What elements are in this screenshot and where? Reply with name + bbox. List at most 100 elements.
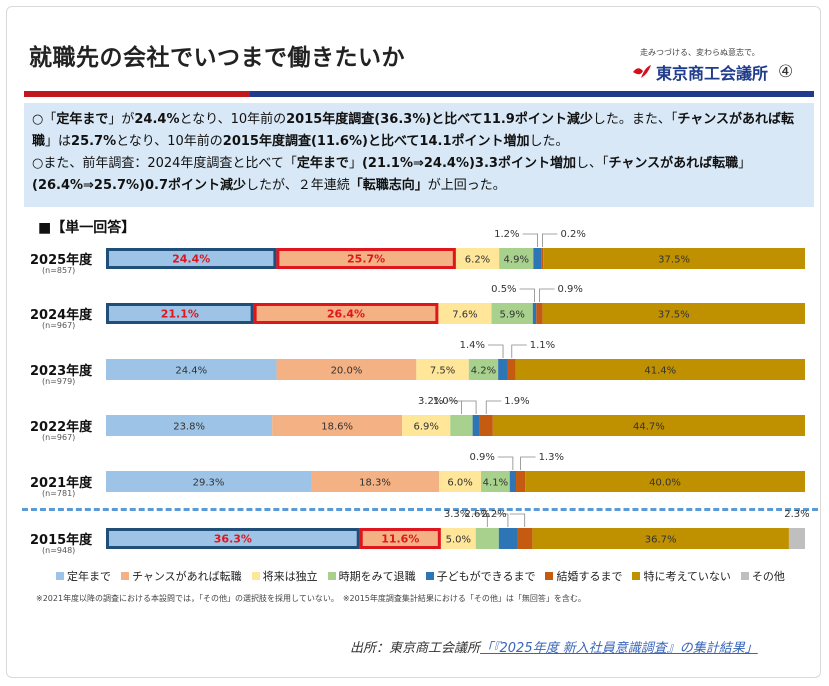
bar-segment [450, 415, 473, 436]
bar-segment [517, 528, 533, 549]
legend-label: 定年まで [67, 570, 111, 583]
legend-item: 定年まで [56, 568, 111, 584]
bar-segment [276, 359, 417, 380]
chart-legend: 定年まで チャンスがあれば転職 将来は独立 時期をみて退職 子どもができるまで 結婚するま… [56, 568, 785, 584]
sample-size-label: (n=781) [42, 489, 76, 498]
callout-leader [485, 400, 502, 414]
callout-label: 0.5% [491, 284, 516, 295]
summary-run: 」 [348, 156, 362, 171]
category-label: 2025年度 [30, 253, 93, 268]
summary-box: ○「定年まで 」が24.4% となり、10年前の 2015年度調査(36.3%)と比べ… [24, 103, 814, 207]
summary-run: 」が [108, 112, 135, 127]
brand-name: 東京商工会議所 [656, 64, 769, 83]
bar-segment [106, 415, 273, 436]
callout-label: 0.2% [560, 229, 585, 240]
bar-segment [106, 248, 277, 269]
bar-segment [507, 359, 516, 380]
bar-segment [515, 359, 805, 380]
category-label: 2024年度 [30, 308, 93, 323]
bar-segment [253, 303, 439, 324]
callout-label: 1.0% [433, 396, 458, 407]
page-title: 就職先の会社でいつまで働きたいか [29, 45, 405, 71]
bar-segment [498, 528, 518, 549]
summary-run: した。 [529, 134, 569, 149]
bar-segment [455, 248, 500, 269]
bar-segment [492, 415, 805, 436]
source-link[interactable]: 「『2025年度 新入社員意識調査』の集計結果」 [480, 641, 758, 656]
data-label: 7.6% [452, 310, 477, 321]
legend-swatch [327, 572, 336, 580]
summary-run: が上回った。 [427, 178, 506, 193]
sample-size-label: (n=948) [42, 546, 76, 555]
highlight-outline [106, 248, 277, 269]
data-label: 36.7% [645, 535, 677, 546]
source-line: 出所：東京商工会議所「『2025年度 新入社員意識調査』の集計結果」 [350, 637, 758, 656]
bar-segment [468, 359, 499, 380]
data-label: 4.2% [471, 366, 496, 377]
summary-run: 定年まで [296, 156, 349, 171]
data-label: 44.7% [633, 422, 665, 433]
bar-segment [479, 415, 493, 436]
summary-run: ○「 [32, 112, 57, 127]
sample-size-label: (n=857) [42, 266, 76, 275]
bar-segment [516, 471, 526, 492]
legend-item: 子どもができるまで [425, 568, 536, 584]
highlight-outline [359, 528, 441, 549]
bar-segment [359, 528, 441, 549]
summary-run: 「転職志向」 [349, 178, 428, 193]
legend-label: 結婚するまで [556, 570, 623, 583]
bar-segment [543, 248, 805, 269]
category-label: 2015年度 [30, 533, 93, 548]
callout-leader [542, 233, 558, 247]
summary-run: チャンスがあれば転職 [608, 156, 739, 171]
category-label: 2023年度 [30, 364, 93, 379]
footnote: ※2021年度以降の調査における本設問では，「その他」の選択肢を採用していない。… [36, 594, 586, 603]
summary-line-1: ○「定年まで」が24.4%となり、10年前の2015年度調査(36.3%)と比べ… [32, 109, 806, 153]
bar-segment [509, 471, 517, 492]
bar-segment [276, 248, 456, 269]
callout-label: 2.2% [481, 509, 506, 520]
data-label: 18.3% [359, 478, 391, 489]
legend-item: その他 [740, 568, 785, 584]
summary-run: 2015年度調査(11.6%)と比べて14.1ポイント増加 [222, 134, 530, 149]
data-label: 21.1% [161, 308, 199, 321]
callout-label: 1.9% [504, 396, 529, 407]
summary-run: 25.7% [71, 134, 117, 149]
data-label: 11.6% [381, 533, 419, 546]
header-rule-blue [250, 91, 814, 97]
legend-swatch [740, 572, 749, 580]
category-label: 2022年度 [30, 420, 93, 435]
data-label: 7.5% [430, 366, 455, 377]
summary-run: 24.4% [134, 112, 180, 127]
callout-leader [511, 344, 527, 358]
data-label: 4.9% [504, 255, 529, 266]
callout-leader [488, 344, 504, 358]
data-label: 23.8% [173, 422, 205, 433]
callout-leader [461, 400, 477, 414]
data-label: 18.6% [321, 422, 353, 433]
callout-leader [509, 513, 526, 527]
summary-run: 2015年度調査(36.3%)と比べて11.9ポイント減少 [286, 112, 593, 127]
summary-run: 」 [738, 156, 752, 171]
data-label: 6.0% [447, 478, 472, 489]
data-label: 37.5% [658, 310, 690, 321]
callout-leader [519, 288, 535, 302]
data-label: 20.0% [331, 366, 363, 377]
bar-segment [106, 471, 312, 492]
callout-label: 0.9% [557, 284, 582, 295]
legend-label: 子どもができるまで [436, 570, 536, 583]
data-label: 41.4% [644, 366, 676, 377]
summary-run: チャンスがあれば転職 [32, 112, 794, 149]
legend-label: 将来は独立 [262, 570, 318, 583]
summary-run: となり、10年前の [116, 134, 223, 149]
callout-label: 1.4% [460, 340, 485, 351]
sample-size-label: (n=967) [42, 321, 76, 330]
callout-leader [539, 288, 555, 302]
summary-run: した。また、「 [592, 112, 678, 127]
category-label: 2021年度 [30, 476, 93, 491]
bar-segment [438, 303, 492, 324]
callout-leader [497, 456, 514, 470]
legend-swatch [56, 572, 64, 580]
summary-run: (26.4%⇒25.7%)0.7ポイント減少 [32, 178, 247, 193]
